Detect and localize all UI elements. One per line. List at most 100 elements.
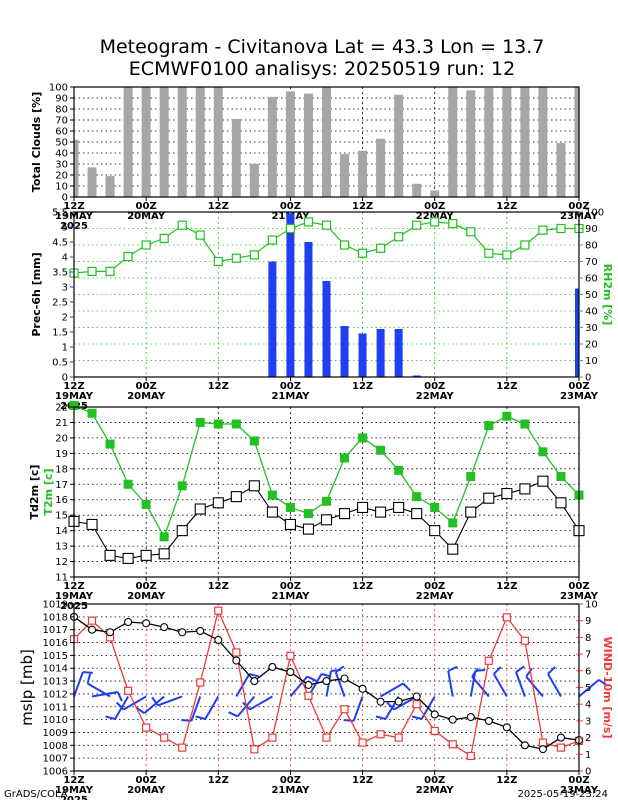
title-line-2: ECMWF0100 analisys: 20250519 run: 12 <box>129 58 515 80</box>
rh-point <box>556 223 566 234</box>
rh-ytick-label: 90 <box>585 224 598 235</box>
wind-barb-flag <box>598 678 608 687</box>
mslp-point <box>448 715 457 724</box>
clouds-ylabel: Total Clouds [%] <box>30 92 43 192</box>
t2m-point <box>538 447 548 457</box>
temp-time-hour-label: 00Z <box>136 581 157 592</box>
press-time-hour-label: 00Z <box>568 775 589 786</box>
wind-barb <box>289 675 308 698</box>
t2m-point <box>249 436 259 446</box>
wind-barb <box>471 675 490 698</box>
t2m-point <box>231 419 241 429</box>
precip-ytick-label: 1.5 <box>52 328 68 339</box>
footer-right: 2025-05-19-23:24 <box>517 789 608 800</box>
rh-point <box>141 240 151 250</box>
wind-barb-flag <box>547 666 556 675</box>
wind-ytick-label: 2 <box>585 733 591 744</box>
wind-point <box>394 733 403 742</box>
mslp-point <box>178 628 187 637</box>
clouds-ytick-label: 20 <box>55 171 68 182</box>
precip-time-hour-label: 00Z <box>280 381 301 392</box>
temperature-panel: 11121314151617181920212212Z19MAY202500Z2… <box>28 400 599 612</box>
rh-ytick-label: 30 <box>585 323 598 334</box>
temp-ytick-label: 17 <box>55 480 68 491</box>
rh-ytick-label: 50 <box>585 290 598 301</box>
precip-bar <box>268 261 277 377</box>
cloud-bar <box>74 139 79 197</box>
t2m-point <box>358 433 368 443</box>
cloud-bar <box>213 87 223 197</box>
temp-time-hour-label: 12Z <box>63 581 84 592</box>
t2m-point <box>430 502 440 512</box>
wind-barb <box>547 673 562 697</box>
wind-point <box>87 616 97 625</box>
rh-point <box>502 250 512 260</box>
precip-time-hour-label: 12Z <box>496 381 517 392</box>
precip-time-hour-label: 00Z <box>568 381 589 392</box>
wind-point <box>502 613 511 622</box>
mslp-point <box>430 710 439 719</box>
precip-ytick-label: 4.5 <box>52 238 68 249</box>
rh-point <box>249 250 259 260</box>
rh-point <box>376 243 386 253</box>
wind-point <box>178 743 187 752</box>
precip-time-date-label: 21MAY <box>271 391 310 402</box>
mslp-point <box>142 619 151 628</box>
wind-point <box>250 745 259 754</box>
precip-time-hour-label: 12Z <box>63 381 84 392</box>
press-time-hour-label: 12Z <box>352 775 373 786</box>
wind-ytick-label: 10 <box>585 600 598 611</box>
td2m-point <box>429 525 441 537</box>
press-time-hour-label: 00Z <box>424 775 445 786</box>
press-time-date-label: 23MAY <box>560 785 599 796</box>
wind-barb-flag <box>447 665 458 672</box>
temp-frame <box>73 406 580 578</box>
rh-point <box>339 240 350 250</box>
press-time-hour-label: 12Z <box>208 775 229 786</box>
precip-bar <box>376 329 385 377</box>
mslp-point <box>124 617 133 627</box>
t2m-point <box>484 421 494 431</box>
rh-point <box>231 253 241 263</box>
wind-barb <box>469 670 477 697</box>
rh-ytick-label: 0 <box>585 373 591 384</box>
wind-point <box>430 726 439 736</box>
press-time-date-label: 22MAY <box>416 785 455 796</box>
wind-ytick-label: 8 <box>585 633 591 644</box>
mslp-point <box>394 697 403 706</box>
cloud-bar <box>340 154 350 197</box>
td2m-point <box>519 483 531 495</box>
precip-bar <box>286 213 295 377</box>
t2m-point <box>195 417 205 427</box>
pressure-wind-panel: 1006100710081009101010111012101310141015… <box>18 600 614 800</box>
cloud-bar <box>105 176 115 197</box>
wind-barb <box>249 695 273 711</box>
precip-time-hour-label: 00Z <box>424 381 445 392</box>
mslp-ytick-label: 1011 <box>43 702 68 713</box>
mslp-ytick-label: 1007 <box>43 754 68 765</box>
mslp-ytick-label: 1010 <box>43 715 68 726</box>
clouds-ytick-label: 90 <box>55 94 68 105</box>
wind-barb-flag <box>343 719 354 722</box>
wind-ylabel: WIND-10m [m/s] <box>601 636 614 738</box>
press-time-hour-label: 00Z <box>136 775 157 786</box>
wind-point <box>142 723 151 732</box>
cloud-bar <box>303 93 313 197</box>
wind-barb <box>190 696 202 722</box>
td2m-point <box>501 487 513 500</box>
mslp-point <box>484 716 493 725</box>
wind-barb <box>334 671 346 697</box>
cloud-bar <box>123 87 133 197</box>
temp-ytick-label: 12 <box>55 557 68 568</box>
rh-point <box>195 230 205 240</box>
clouds-time-hour-label: 12Z <box>496 201 517 212</box>
clouds-ytick-label: 70 <box>55 116 68 127</box>
rh-point <box>466 227 476 237</box>
precip-bar <box>412 375 421 377</box>
precip-time-date-label: 19MAY <box>55 391 94 402</box>
cloud-bar <box>267 96 277 197</box>
wind-ytick-label: 6 <box>585 666 591 677</box>
clouds-time-hour-label: 00Z <box>136 201 157 212</box>
td2m-point <box>411 508 423 520</box>
temp-time-date-label: 20MAY <box>127 591 166 602</box>
